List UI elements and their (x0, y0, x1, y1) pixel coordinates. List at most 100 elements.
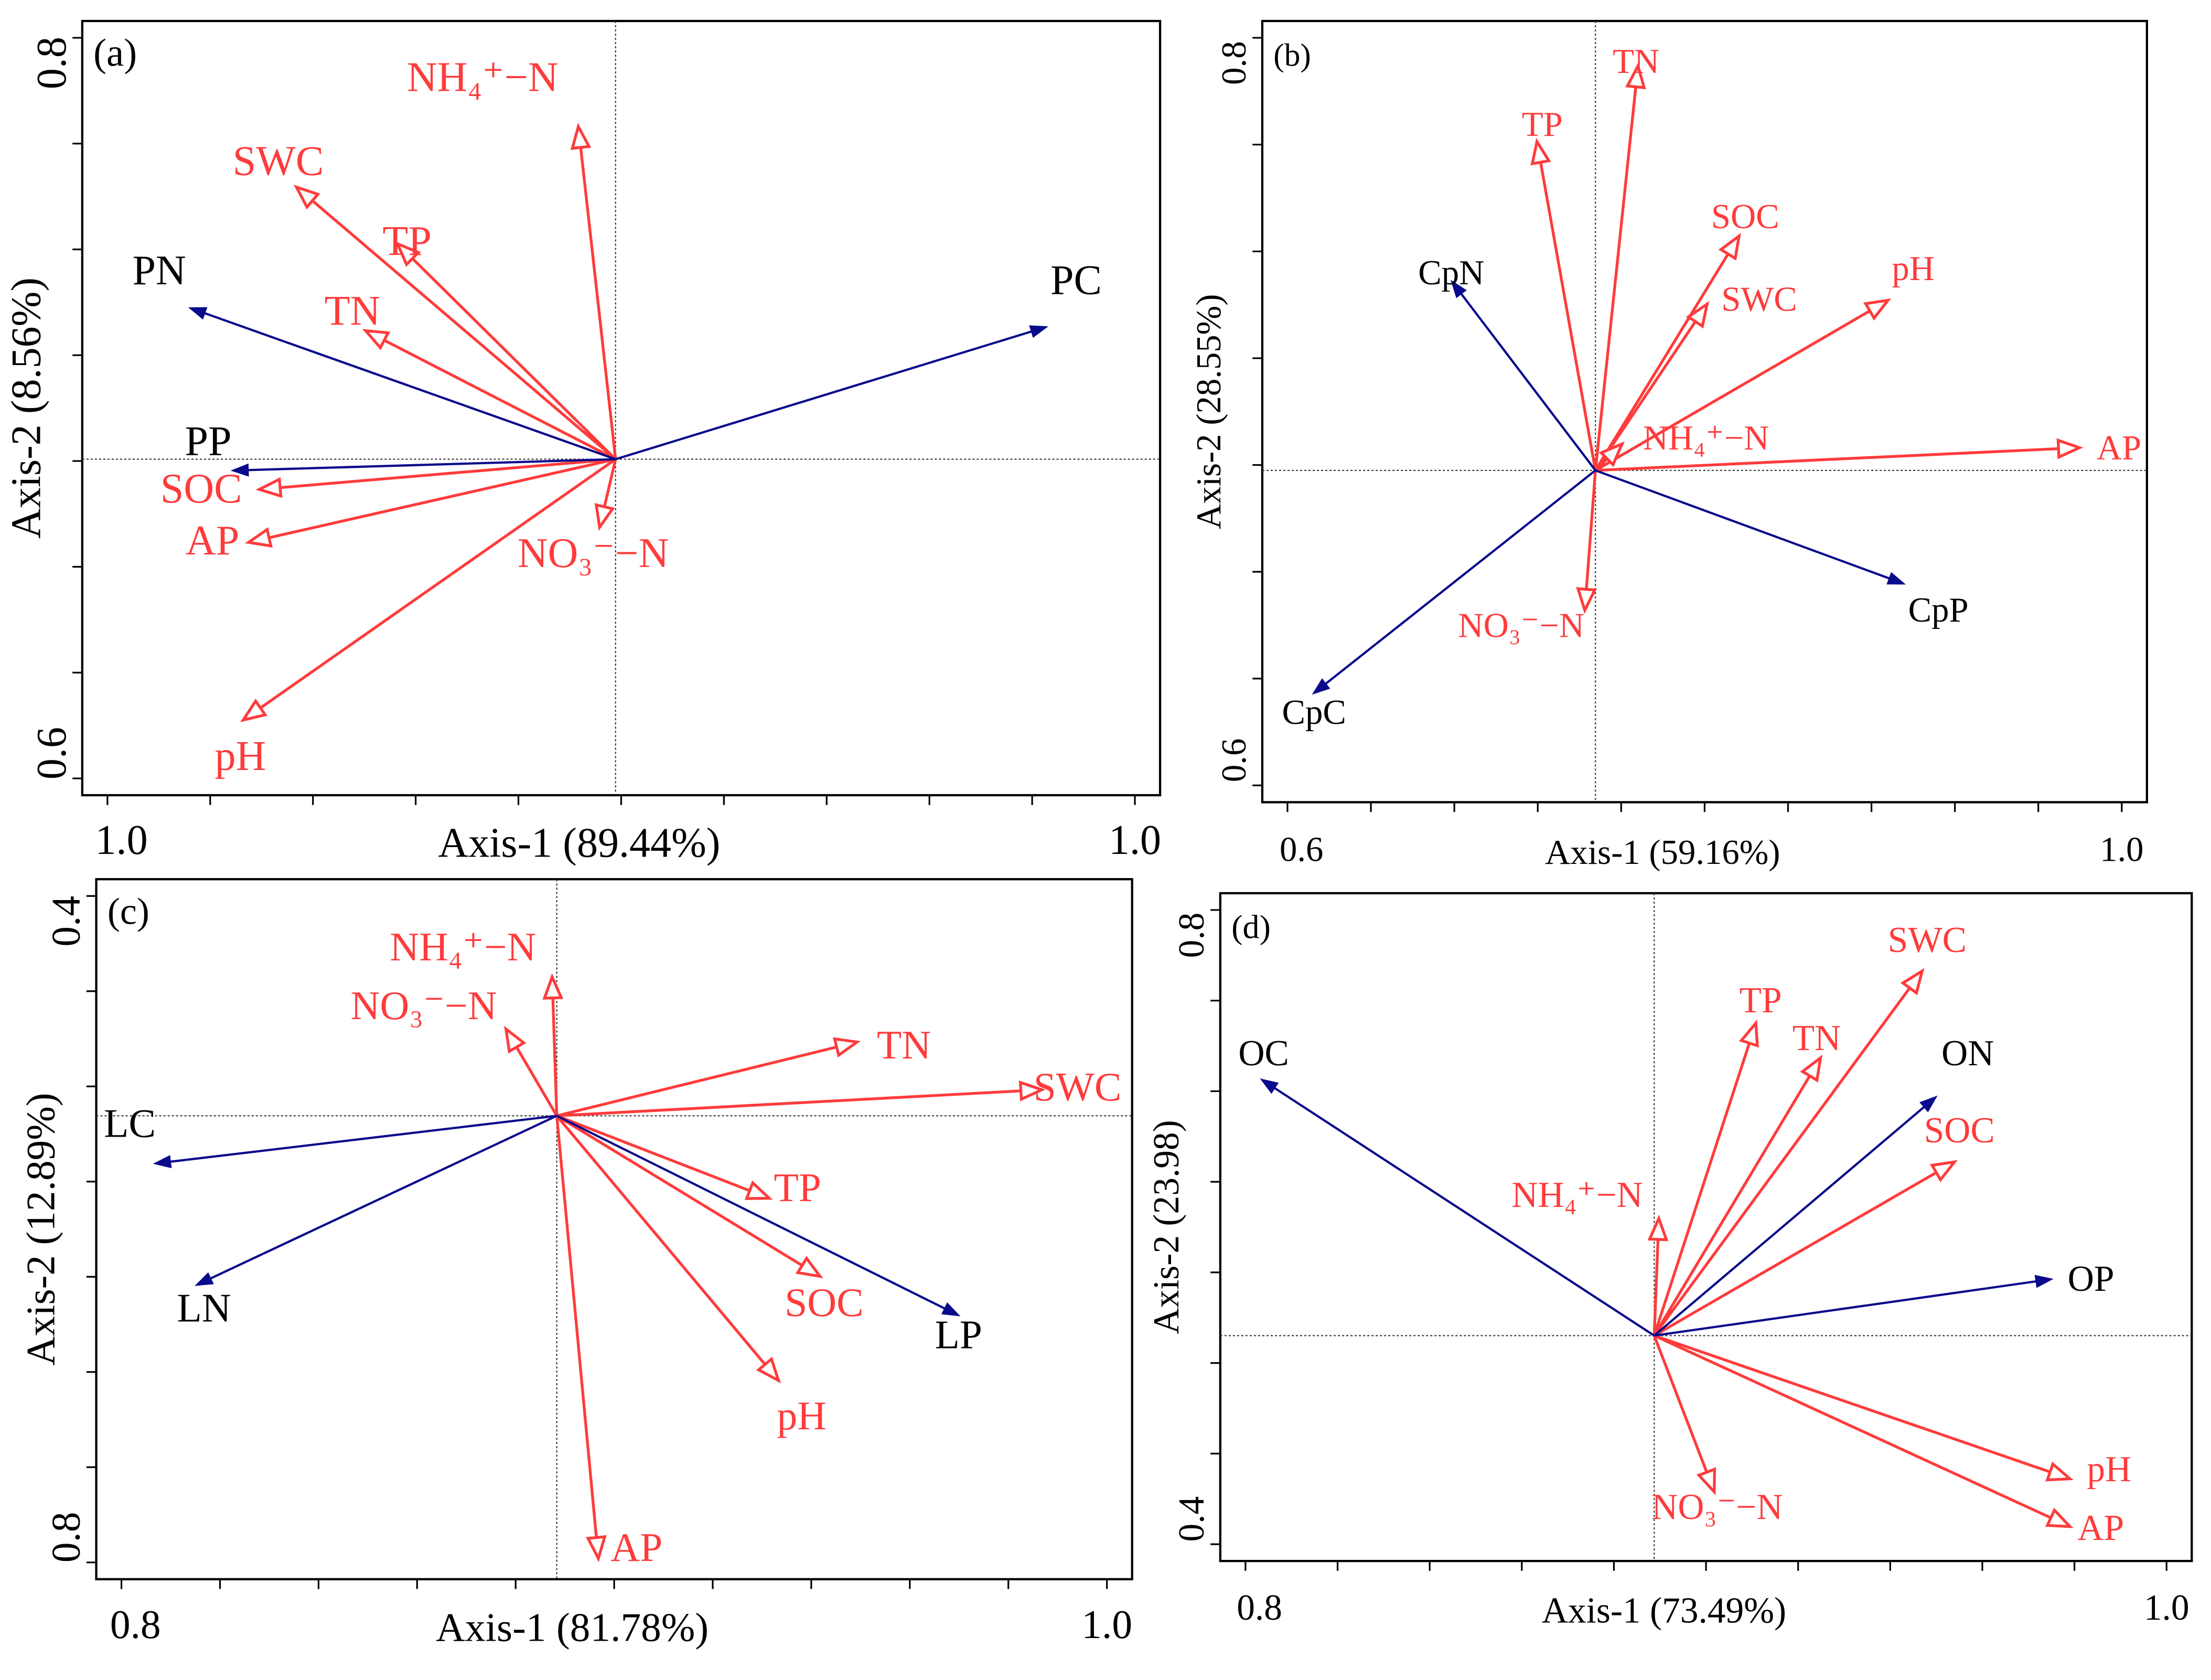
env-vector-swc-line (1653, 987, 1911, 1336)
env-vector-ap-arrowhead (586, 1535, 607, 1563)
y-axis-title: Axis-2 (12.89%) (18, 1093, 63, 1365)
response-vector-cpp-arrowhead (1886, 572, 1906, 585)
env-vector-soc-line (1594, 253, 1730, 472)
env-vector-ap-line (269, 457, 616, 539)
x-tick-label-left: 0.8 (1237, 1588, 1282, 1628)
response-vector-oc-line (1274, 1087, 1655, 1337)
env-vector-no3-n-line (603, 458, 617, 507)
response-vector-lc-arrowhead (153, 1155, 172, 1169)
env-vector-nh4-n-arrowhead (1647, 1214, 1669, 1242)
panel-label: (c) (108, 891, 149, 933)
response-vector-cpp: CpP (1595, 469, 1969, 629)
env-vector-tn-arrowhead (1800, 1054, 1823, 1083)
env-vector-no3-n: NO₃⁻−N (1458, 470, 1597, 645)
env-vector-soc-line (280, 457, 616, 489)
env-vector-ap-line (1654, 1334, 2052, 1520)
response-vector-on-label: ON (1941, 1033, 1994, 1074)
env-vector-tp-arrowhead (1530, 137, 1551, 166)
response-vector-lc: LC (104, 1100, 557, 1169)
biplot-panel-c: 0.8 1.0 0.4 0.8 Axis-1 (81.78%) Axis-2 (12.89… (18, 878, 1133, 1650)
response-vector-pn-label: PN (132, 248, 186, 294)
env-vector-nh4-n-label: NH₄⁺−N (1511, 1175, 1643, 1215)
response-vector-lp-arrowhead (941, 1302, 961, 1317)
env-vector-swc-arrowhead (293, 184, 320, 210)
y-tick-label-top: 0.8 (1215, 41, 1253, 84)
env-vector-ap-label: AP (186, 518, 239, 564)
env-vector-ph-arrowhead (1863, 298, 1892, 321)
response-vector-cpn-label: CpN (1418, 254, 1484, 292)
env-vector-tp: TP (1652, 980, 1782, 1336)
response-vector-op-arrowhead (2034, 1275, 2054, 1288)
response-vector-op-line (1654, 1280, 2037, 1337)
env-vector-soc-arrowhead (1929, 1160, 1958, 1183)
response-vector-ln-line (210, 1115, 557, 1280)
env-vector-soc-label: SOC (160, 466, 242, 512)
env-vector-ap-line (555, 1116, 598, 1538)
env-vector-no3-n-label: NO₃⁻−N (1458, 606, 1584, 645)
env-vector-tp-line (1652, 1042, 1751, 1336)
env-vector-ap-arrowhead (2045, 1507, 2074, 1528)
env-vector-no3-n-line (1652, 1335, 1708, 1473)
y-tick-label-bottom: 0.6 (1215, 739, 1253, 782)
env-vector-tp-arrowhead (1738, 1019, 1759, 1048)
plot-frame (1219, 892, 2193, 1563)
env-vector-swc-label: SWC (1034, 1064, 1122, 1109)
env-vector-swc: SWC (233, 138, 617, 461)
env-vector-ap: AP (186, 457, 616, 564)
env-vector-swc-label: SWC (233, 138, 324, 185)
env-vector-tn-line (1594, 87, 1637, 471)
response-vector-pp: PP (185, 418, 616, 477)
env-vector-swc-line (556, 1089, 1021, 1117)
response-vector-cpn: CpN (1418, 254, 1596, 472)
env-vector-ap-label: AP (2077, 1508, 2124, 1548)
env-vector-tn: TN (325, 288, 617, 461)
env-vector-tn-label: TN (1613, 42, 1659, 81)
env-vector-soc-label: SOC (1711, 198, 1779, 236)
response-vector-on: ON (1653, 1033, 1994, 1337)
x-axis-title: Axis-1 (59.16%) (1545, 833, 1780, 872)
env-vector-nh4-n-line (551, 998, 559, 1116)
y-tick-label-bottom: 0.6 (29, 727, 75, 779)
x-tick-label-left: 0.6 (1280, 831, 1323, 869)
x-tick-label-right: 1.0 (1081, 1602, 1132, 1647)
env-vector-ph-line (1594, 309, 1871, 472)
env-vector-swc-label: SWC (1888, 920, 1967, 960)
env-vector-ap: AP (1595, 429, 2141, 472)
env-vector-tp: TP (1522, 105, 1597, 471)
env-vector-ph-arrowhead (240, 698, 268, 722)
y-axis-title: Axis-2 (23.98) (1146, 1120, 1187, 1334)
env-vector-nh4-n-label: NH₄⁺−N (1643, 419, 1769, 457)
x-axis-title: Axis-1 (89.44%) (438, 820, 720, 866)
env-vector-ph-label: pH (1892, 250, 1935, 288)
env-vector-ph: pH (555, 1115, 827, 1438)
env-vector-tn: TN (556, 1022, 931, 1117)
env-vector-ph-label: pH (215, 733, 266, 779)
x-tick-label-right: 1.0 (2100, 831, 2143, 869)
x-axis-title: Axis-1 (81.78%) (436, 1604, 709, 1650)
env-vector-soc: SOC (1594, 198, 1779, 472)
env-vector-soc: SOC (160, 457, 616, 512)
response-vector-cpp-line (1595, 469, 1890, 580)
env-vector-tp-label: TP (1522, 105, 1563, 144)
response-vector-pn: PN (132, 248, 616, 461)
env-vector-ph: pH (215, 458, 617, 779)
y-tick-label-top: 0.8 (1172, 913, 1212, 958)
env-vector-tn-arrowhead (1625, 62, 1646, 90)
env-vector-tp: TP (556, 1114, 821, 1210)
response-vector-lp-label: LP (935, 1312, 982, 1357)
response-vector-ln: LN (177, 1115, 557, 1331)
env-vector-ap: AP (555, 1116, 662, 1570)
env-vector-ap-label: AP (2097, 429, 2141, 467)
env-vector-ph-label: pH (777, 1393, 827, 1438)
env-vector-soc-line (556, 1115, 803, 1267)
response-vector-ln-arrowhead (195, 1272, 214, 1286)
env-vector-tn-line (556, 1045, 837, 1117)
env-vector-nh4-n-line (579, 147, 617, 459)
env-vector-swc: SWC (556, 1064, 1122, 1117)
response-vector-ln-label: LN (177, 1286, 231, 1331)
env-vector-tp-label: TP (774, 1165, 821, 1210)
env-vector-swc: SWC (1653, 920, 1967, 1336)
response-vector-oc: OC (1238, 1033, 1655, 1337)
env-vector-ap: AP (1654, 1334, 2124, 1548)
